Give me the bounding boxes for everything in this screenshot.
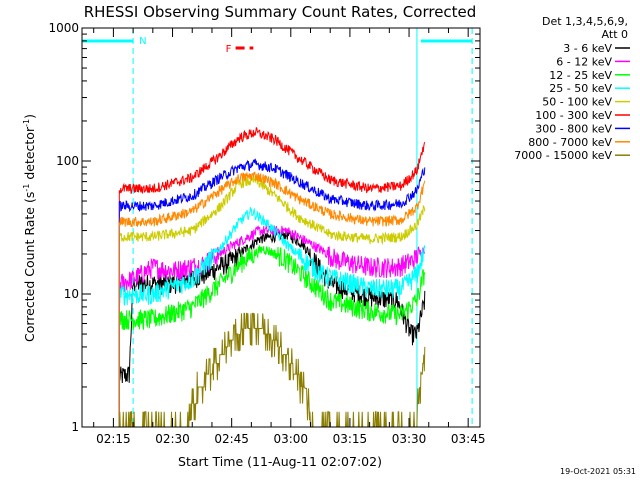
legend-label-7: 800 - 7000 keV <box>528 136 612 149</box>
series-line-0 <box>118 229 426 427</box>
x-tick-label-5: 03:30 <box>392 432 427 446</box>
x-tick-label-6: 03:45 <box>451 432 486 446</box>
legend-label-6: 300 - 800 keV <box>535 122 612 135</box>
x-tick-label-4: 03:15 <box>333 432 368 446</box>
plot-frame <box>81 27 481 428</box>
legend-label-8: 7000 - 15000 keV <box>514 149 612 162</box>
y-tick-label-2: 100 <box>56 154 79 168</box>
x-tick-label-3: 03:00 <box>273 432 308 446</box>
x-tick-label-0: 02:15 <box>96 432 131 446</box>
y-axis-label-sup1: -1 <box>22 184 31 192</box>
x-axis-label: Start Time (11-Aug-11 02:07:02) <box>178 454 382 469</box>
y-axis-label-main: Corrected Count Rate (s <box>22 192 37 342</box>
series-line-7 <box>118 171 426 427</box>
series-line-3 <box>118 207 426 427</box>
series-line-2 <box>118 244 426 427</box>
series-line-6 <box>118 158 426 427</box>
timestamp: 19-Oct-2021 05:31 <box>560 467 636 476</box>
legend-label-4: 50 - 100 keV <box>542 96 612 109</box>
series-line-8 <box>118 312 426 428</box>
y-tick-label-1: 10 <box>64 287 79 301</box>
legend-label-1: 6 - 12 keV <box>556 55 612 68</box>
y-axis-label: Corrected Count Rate (s-1 detector-1) <box>22 114 37 342</box>
legend-header-line1: Det 1,3,4,5,6,9, <box>542 15 628 28</box>
chart-title: RHESSI Observing Summary Count Rates, Co… <box>84 3 477 21</box>
y-tick-label-3: 1000 <box>48 21 79 35</box>
legend-label-3: 25 - 50 keV <box>549 82 612 95</box>
axes-layer: 02:15 02:30 02:45 03:00 03:15 03:30 03:45 1 10 10… <box>48 21 485 446</box>
legend-label-5: 100 - 300 keV <box>535 109 612 122</box>
y-axis-label-mid: detector <box>22 126 37 184</box>
y-axis-label-sup2: -1 <box>22 119 31 127</box>
x-tick-label-1: 02:30 <box>155 432 190 446</box>
legend-label-2: 12 - 25 keV <box>549 69 612 82</box>
flag-f-label: F <box>226 44 232 55</box>
flag-layer: NF <box>82 36 473 55</box>
y-axis-label-end: ) <box>22 114 37 119</box>
legend-header-line2: Att 0 <box>602 28 628 41</box>
series-line-1 <box>118 225 426 427</box>
x-tick-label-2: 02:45 <box>214 432 249 446</box>
series-layer <box>118 126 426 428</box>
y-tick-label-0: 1 <box>71 420 79 434</box>
flag-n-label: N <box>139 36 146 47</box>
series-line-4 <box>118 175 426 427</box>
legend-label-0: 3 - 6 keV <box>563 42 612 55</box>
series-line-5 <box>118 126 426 427</box>
